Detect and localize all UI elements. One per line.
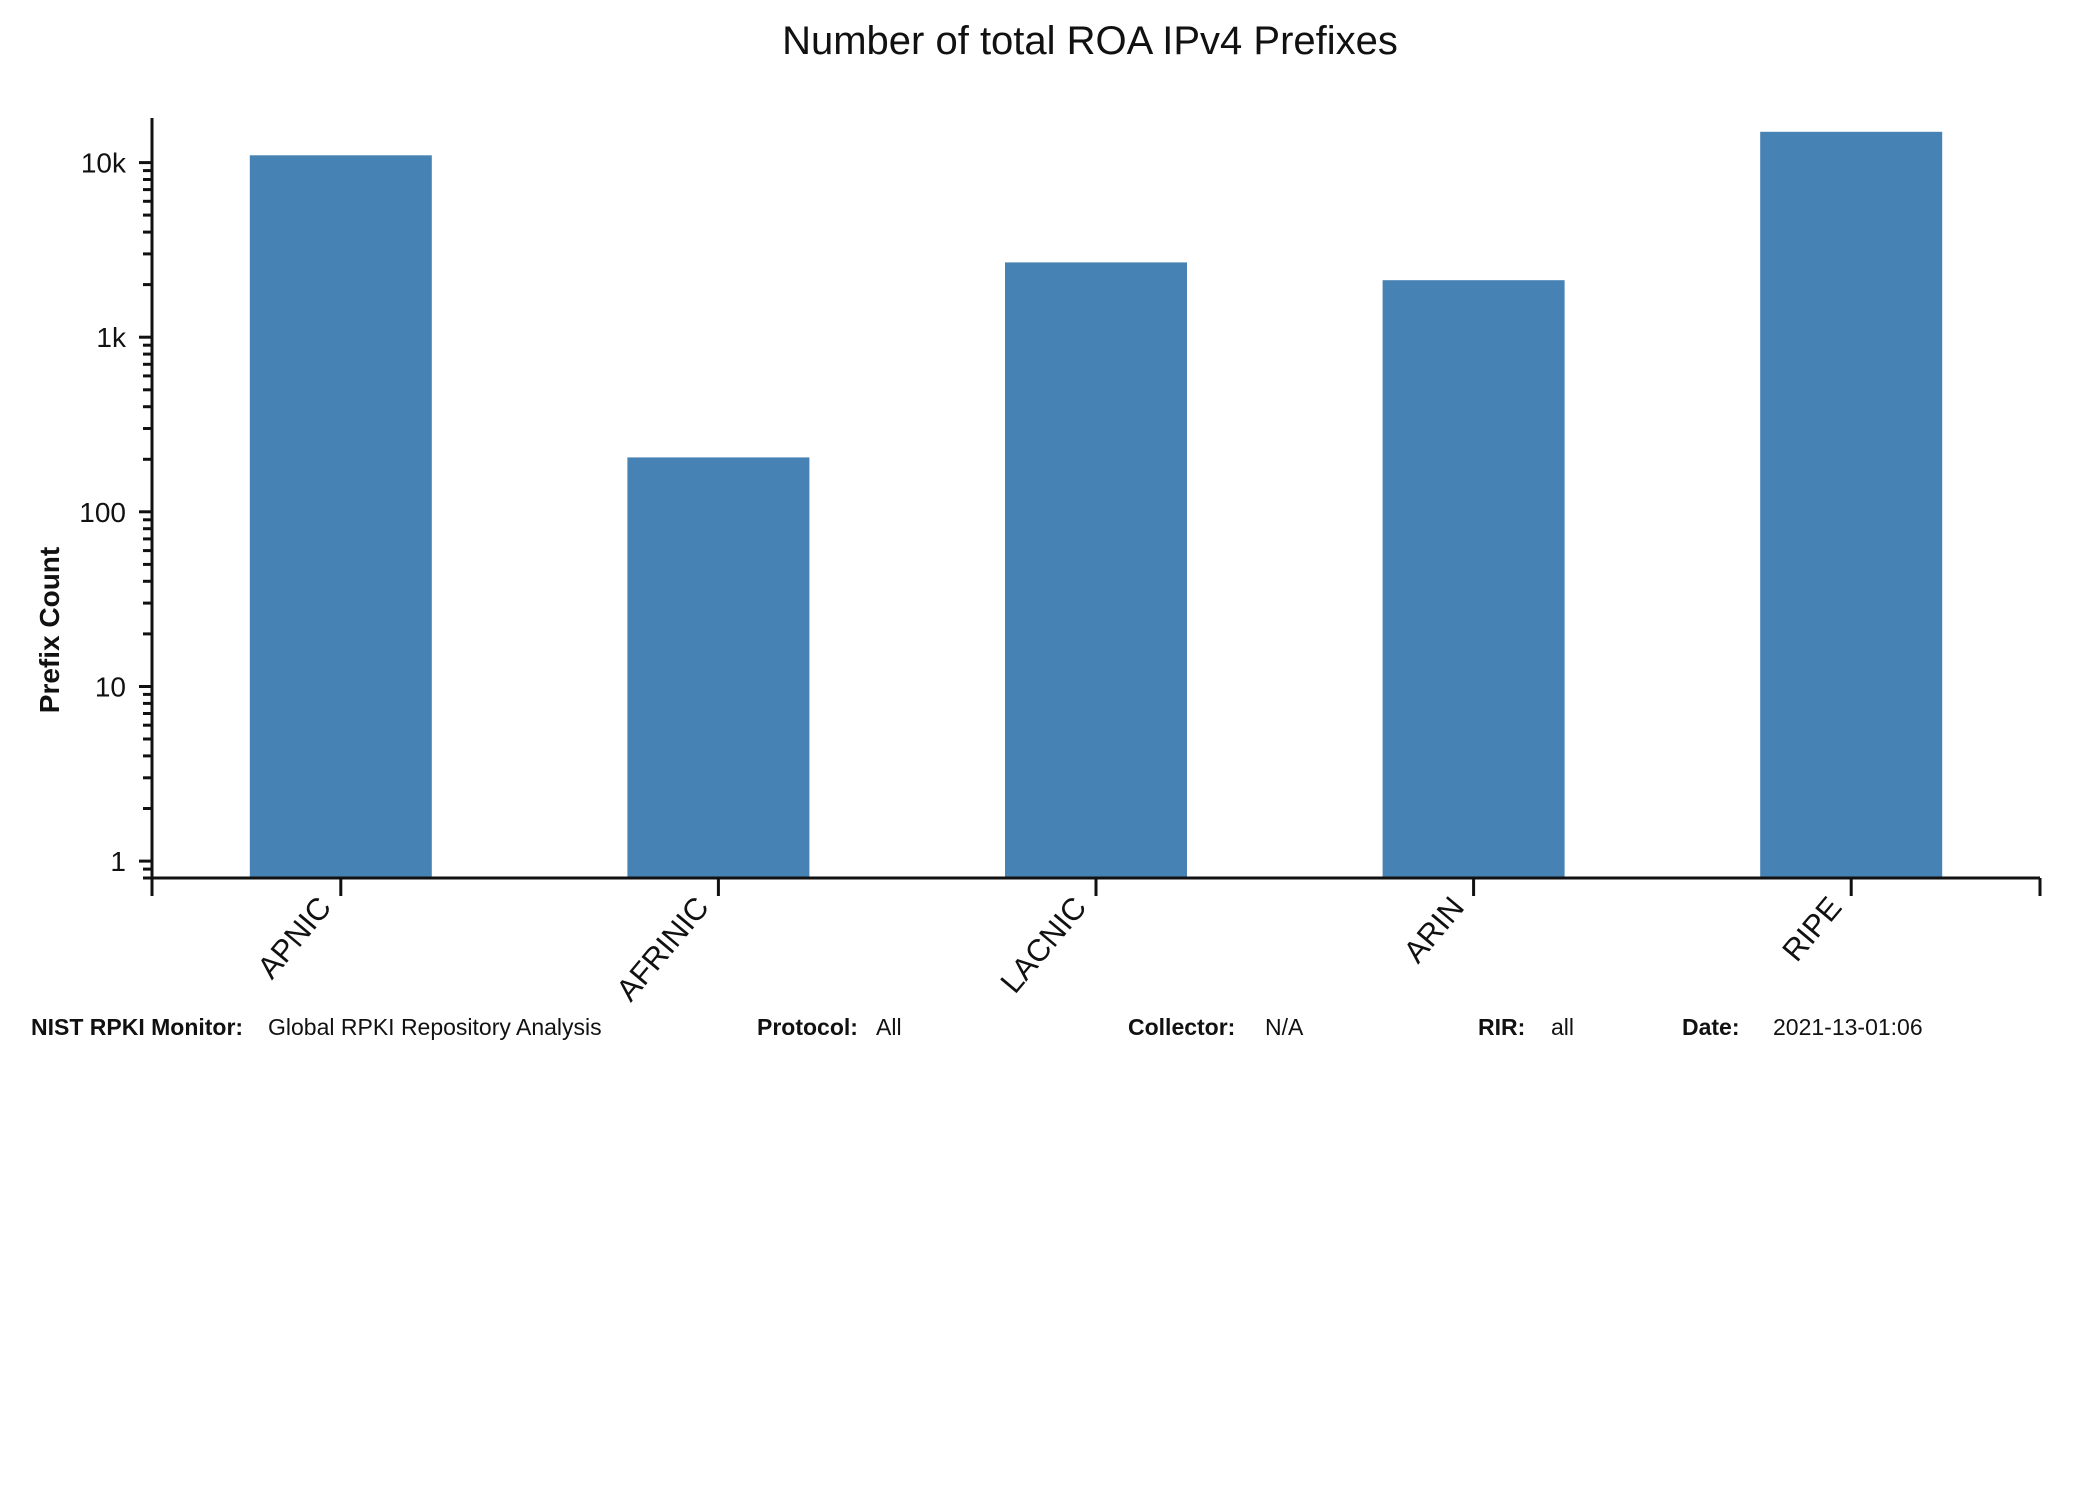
x-tick-label-lacnic: LACNIC bbox=[993, 890, 1093, 1000]
footer-monitor-value-text: Global RPKI Repository Analysis bbox=[268, 1014, 602, 1040]
footer-info-bar: NIST RPKI Monitor: Global RPKI Repositor… bbox=[0, 1014, 2100, 1054]
footer-protocol: Protocol: bbox=[757, 1014, 858, 1041]
x-axis: APNIC AFRINIC LACNIC ARIN RIPE bbox=[150, 876, 2042, 1007]
y-tick-label: 10k bbox=[81, 148, 127, 179]
footer-collector: Collector: bbox=[1128, 1014, 1235, 1041]
footer-rir: RIR: bbox=[1478, 1014, 1525, 1041]
footer-date-value: 2021-13-01:06 bbox=[1773, 1014, 1923, 1041]
x-tick-label-afrinic: AFRINIC bbox=[609, 890, 716, 1007]
footer-collector-label: Collector: bbox=[1128, 1014, 1236, 1040]
bar-arin bbox=[1382, 280, 1565, 878]
y-tick-label: 10 bbox=[95, 672, 126, 703]
footer-date-label: Date: bbox=[1682, 1014, 1740, 1040]
x-tick-label-ripe: RIPE bbox=[1775, 890, 1848, 968]
footer-collector-value-text: N/A bbox=[1265, 1014, 1304, 1040]
x-tick-label-apnic: APNIC bbox=[250, 890, 338, 985]
y-tick-label: 1 bbox=[110, 846, 126, 877]
y-tick-label: 100 bbox=[79, 497, 126, 528]
footer-protocol-value-text: All bbox=[876, 1014, 902, 1040]
y-tick-label: 1k bbox=[96, 322, 127, 353]
footer-rir-value-text: all bbox=[1551, 1014, 1575, 1040]
footer-protocol-label: Protocol: bbox=[757, 1014, 858, 1040]
bar-lacnic bbox=[1005, 262, 1187, 878]
bar-ripe bbox=[1760, 131, 1943, 879]
bars-layer bbox=[249, 131, 1943, 879]
y-axis: 1 10 100 1k 10k bbox=[79, 118, 154, 880]
footer-monitor: NIST RPKI Monitor: bbox=[31, 1014, 243, 1041]
bar-afrinic bbox=[627, 457, 810, 878]
bar-apnic bbox=[249, 155, 432, 879]
chart-title: Number of total ROA IPv4 Prefixes bbox=[782, 19, 1398, 63]
footer-collector-value: N/A bbox=[1265, 1014, 1303, 1041]
footer-monitor-label: NIST RPKI Monitor: bbox=[31, 1014, 244, 1040]
footer-monitor-value: Global RPKI Repository Analysis bbox=[268, 1014, 602, 1041]
x-tick-label-arin: ARIN bbox=[1397, 890, 1471, 969]
footer-date: Date: bbox=[1682, 1014, 1740, 1041]
footer-protocol-value: All bbox=[876, 1014, 902, 1041]
y-axis-label: Prefix Count bbox=[34, 547, 65, 713]
footer-rir-label: RIR: bbox=[1478, 1014, 1526, 1040]
footer-date-value-text: 2021-13-01:06 bbox=[1773, 1014, 1923, 1040]
footer-rir-value: all bbox=[1551, 1014, 1574, 1041]
